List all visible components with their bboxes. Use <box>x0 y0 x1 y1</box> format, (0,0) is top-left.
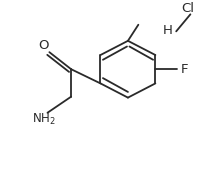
Text: O: O <box>38 39 49 52</box>
Text: NH$_2$: NH$_2$ <box>32 112 56 127</box>
Text: F: F <box>181 63 188 76</box>
Text: H: H <box>163 24 172 37</box>
Text: Cl: Cl <box>181 2 194 15</box>
